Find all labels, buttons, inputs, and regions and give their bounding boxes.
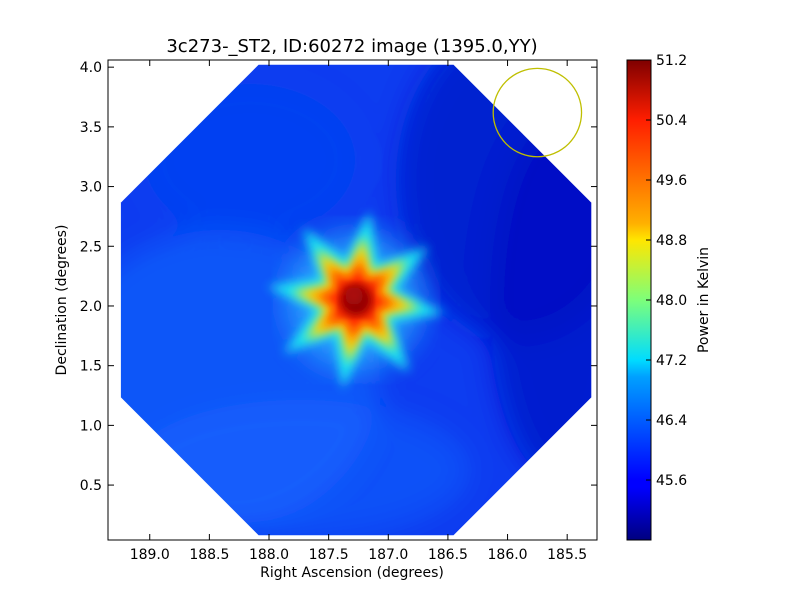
colorbar-tick-label: 47.2 <box>656 353 687 369</box>
source-3c273 <box>267 211 446 389</box>
y-tick-label: 1.5 <box>80 359 102 375</box>
x-tick-label: 188.0 <box>249 547 289 563</box>
x-tick-label: 188.5 <box>189 547 229 563</box>
x-tick-label: 187.0 <box>368 547 408 563</box>
x-tick-label: 187.5 <box>309 547 349 563</box>
colorbar-tick-label: 46.4 <box>656 413 687 429</box>
colorbar-label: Power in Kelvin <box>696 247 712 353</box>
colorbar-ticks: 45.6 46.4 47.2 48.0 48.8 49.6 50.4 51.2 <box>646 53 687 489</box>
beam-circle <box>492 67 583 158</box>
chart-title: 3c273-_ST2, ID:60272 image (1395.0,YY) <box>166 36 537 57</box>
x-tick-label: 186.0 <box>488 547 528 563</box>
x-tick-label: 185.5 <box>547 547 587 563</box>
y-tick-label: 3.5 <box>80 120 102 136</box>
colorbar-tick-label: 48.8 <box>656 233 687 249</box>
y-tick-label: 2.0 <box>80 299 102 315</box>
y-axis: 0.5 1.0 1.5 2.0 2.5 3.0 3.5 4.0 <box>80 60 597 494</box>
colorbar-tick-label: 45.6 <box>656 473 687 489</box>
colorbar-tick-label: 51.2 <box>656 53 687 69</box>
plot-frame <box>107 59 598 541</box>
colorbar-tick-label: 50.4 <box>656 113 687 129</box>
x-axis: 189.0 188.5 188.0 187.5 187.0 186.5 186.0 185.5 <box>130 60 587 563</box>
x-axis-label: Right Ascension (degrees) <box>260 565 444 581</box>
y-tick-label: 3.0 <box>80 180 102 196</box>
y-tick-label: 1.0 <box>80 418 102 434</box>
x-tick-label: 186.5 <box>428 547 468 563</box>
colorbar-tick-label: 49.6 <box>656 173 687 189</box>
y-tick-label: 2.5 <box>80 239 102 255</box>
colorbar-tick-label: 48.0 <box>656 293 687 309</box>
x-tick-label: 189.0 <box>130 547 170 563</box>
y-axis-label: Declination (degrees) <box>54 225 70 376</box>
y-tick-label: 4.0 <box>80 60 102 76</box>
y-tick-label: 0.5 <box>80 478 102 494</box>
